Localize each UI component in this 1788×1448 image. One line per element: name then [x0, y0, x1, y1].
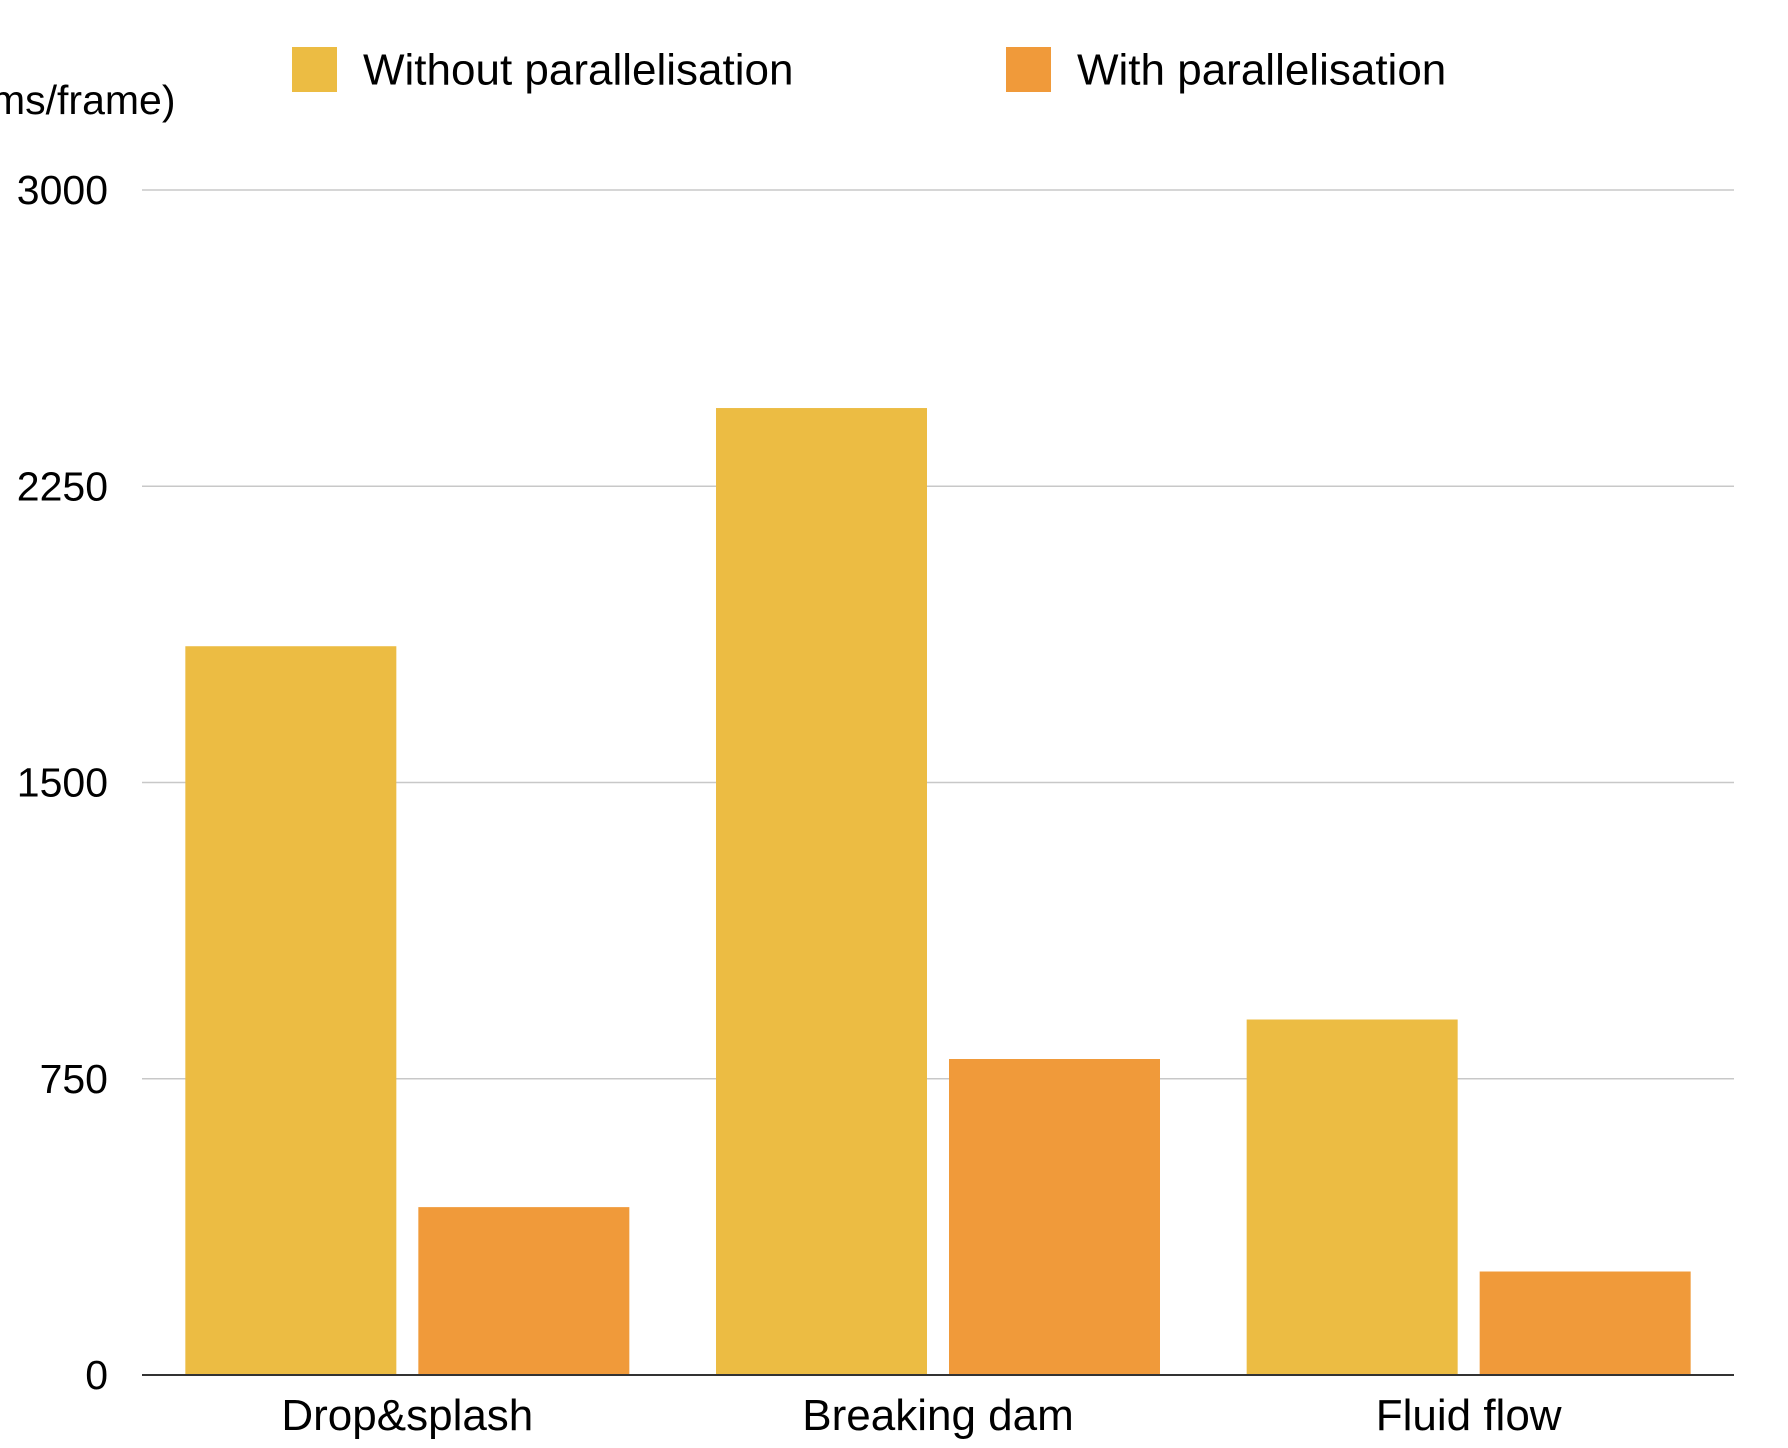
x-axis-labels: Drop&splash Breaking dam Fluid flow: [281, 1391, 1561, 1440]
legend-swatch: [1006, 47, 1051, 92]
y-axis-title: ms/frame): [0, 77, 176, 123]
legend-label: Without parallelisation: [363, 46, 793, 95]
bars: [185, 408, 1691, 1375]
gridlines: [142, 189, 1734, 1080]
y-tick-label: 3000: [17, 167, 108, 213]
bar-fluid-flow-series-1: [1246, 1019, 1458, 1375]
legend-swatch: [292, 47, 337, 92]
y-tick-label: 750: [40, 1056, 108, 1102]
x-category-label: Breaking dam: [802, 1391, 1073, 1440]
y-tick-label: 2250: [17, 463, 108, 509]
legend-label: With parallelisation: [1077, 46, 1446, 95]
bar-fluid-flow-series-2: [1479, 1271, 1691, 1375]
y-tick-label: 0: [85, 1352, 108, 1398]
x-category-label: Drop&splash: [281, 1391, 533, 1440]
bar-drop-splash-series-2: [418, 1207, 630, 1375]
y-tick-label: 1500: [17, 760, 108, 806]
legend: Without parallelisation With parallelisat…: [292, 46, 1446, 95]
bar-breaking-dam-series-1: [716, 408, 927, 1375]
bar-breaking-dam-series-2: [949, 1059, 1160, 1375]
x-category-label: Fluid flow: [1376, 1391, 1562, 1440]
y-axis-ticks: 0 750 1500 2250 3000: [17, 167, 108, 1398]
bar-drop-splash-series-1: [185, 646, 397, 1375]
